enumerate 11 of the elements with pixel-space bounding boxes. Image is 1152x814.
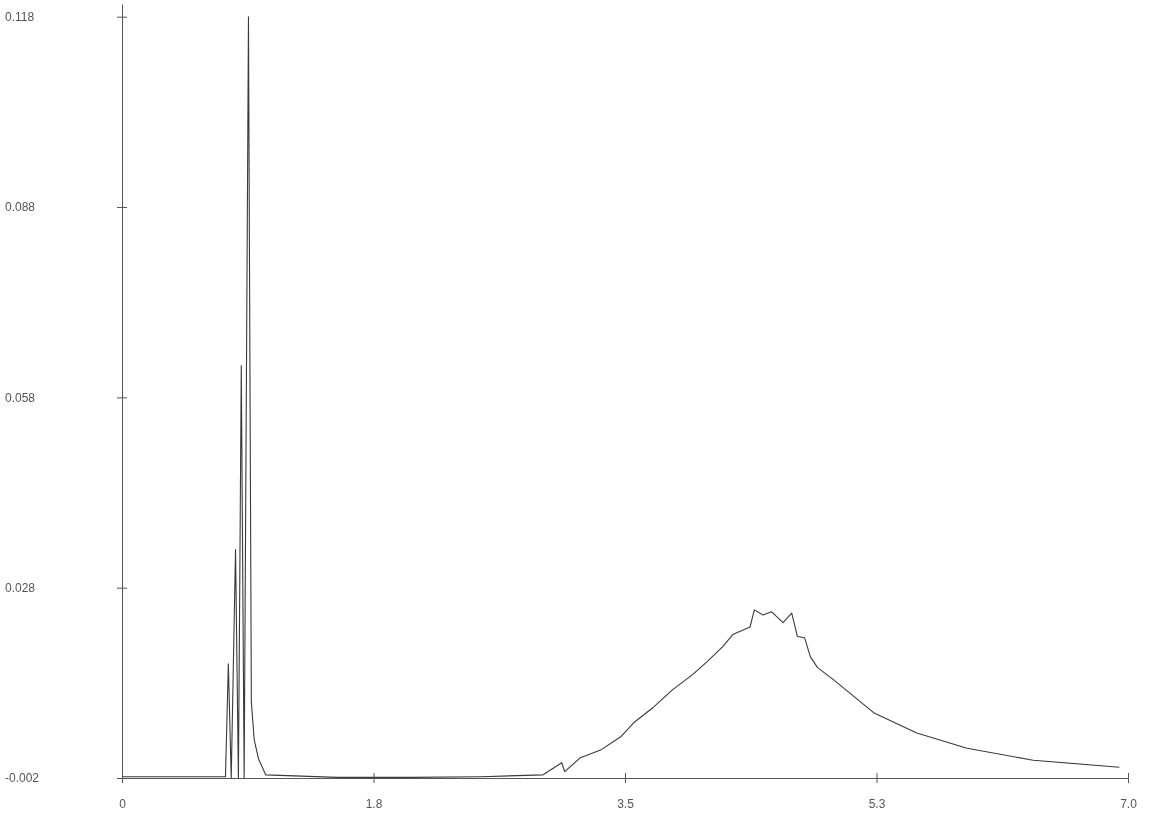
y-tick-label: 0.118 xyxy=(5,10,35,25)
line-series xyxy=(121,16,1120,779)
x-tick-label: 5.3 xyxy=(868,796,886,811)
x-tick-label: 1.8 xyxy=(365,796,383,811)
x-tick-label: 7.0 xyxy=(1120,796,1138,811)
x-tick-label: 3.5 xyxy=(617,796,635,811)
y-tick-label: 0.058 xyxy=(5,390,36,405)
y-tick-label: -0.002 xyxy=(5,771,40,786)
x-tick-label: 0 xyxy=(119,796,127,811)
y-tick-label: 0.028 xyxy=(5,581,36,596)
y-tick-label: 0.088 xyxy=(5,200,36,215)
